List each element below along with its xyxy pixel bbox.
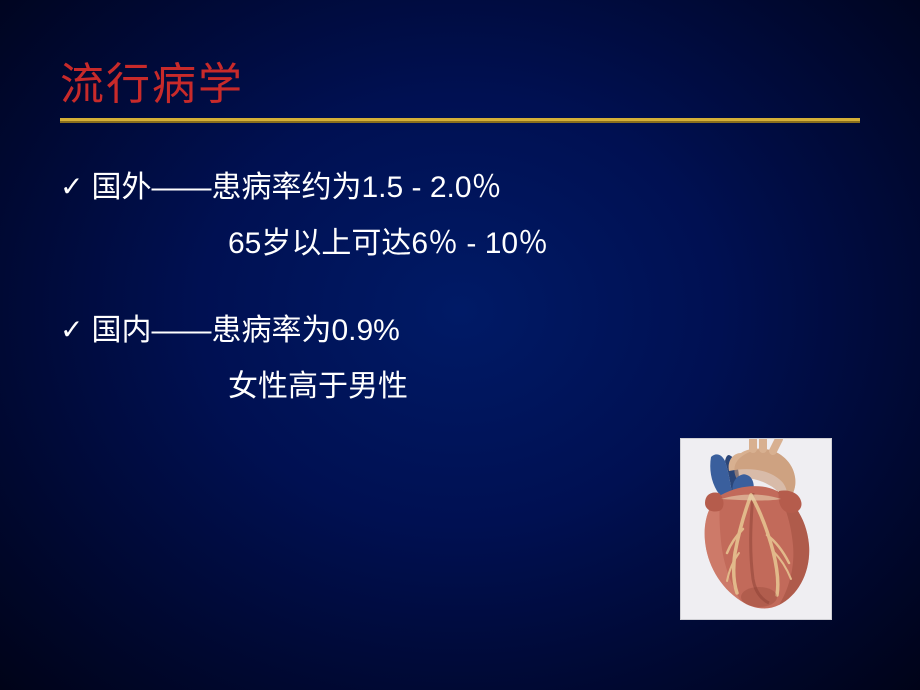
slide: 流行病学 ✓ 国外——患病率约为1.5 - 2.0％ 65岁以上可达6％ - 1… bbox=[0, 0, 920, 690]
bullet-text: 国内——患病率为0.9% bbox=[91, 303, 800, 359]
bullet-text: 国外——患病率约为1.5 - 2.0％ bbox=[91, 160, 800, 216]
content-area: ✓ 国外——患病率约为1.5 - 2.0％ 65岁以上可达6％ - 10％ ✓ … bbox=[60, 160, 800, 414]
bullet-subtext: 65岁以上可达6％ - 10％ bbox=[60, 216, 800, 272]
heart-icon bbox=[681, 439, 831, 619]
check-icon: ✓ bbox=[60, 303, 83, 356]
bullet-subtext: 女性高于男性 bbox=[60, 359, 800, 415]
slide-title: 流行病学 bbox=[60, 48, 244, 112]
bullet-item: ✓ 国外——患病率约为1.5 - 2.0％ bbox=[60, 160, 800, 216]
heart-image bbox=[680, 438, 832, 620]
bullet-item: ✓ 国内——患病率为0.9% bbox=[60, 303, 800, 359]
check-icon: ✓ bbox=[60, 160, 83, 213]
title-underline bbox=[60, 118, 860, 123]
spacer bbox=[60, 271, 800, 303]
